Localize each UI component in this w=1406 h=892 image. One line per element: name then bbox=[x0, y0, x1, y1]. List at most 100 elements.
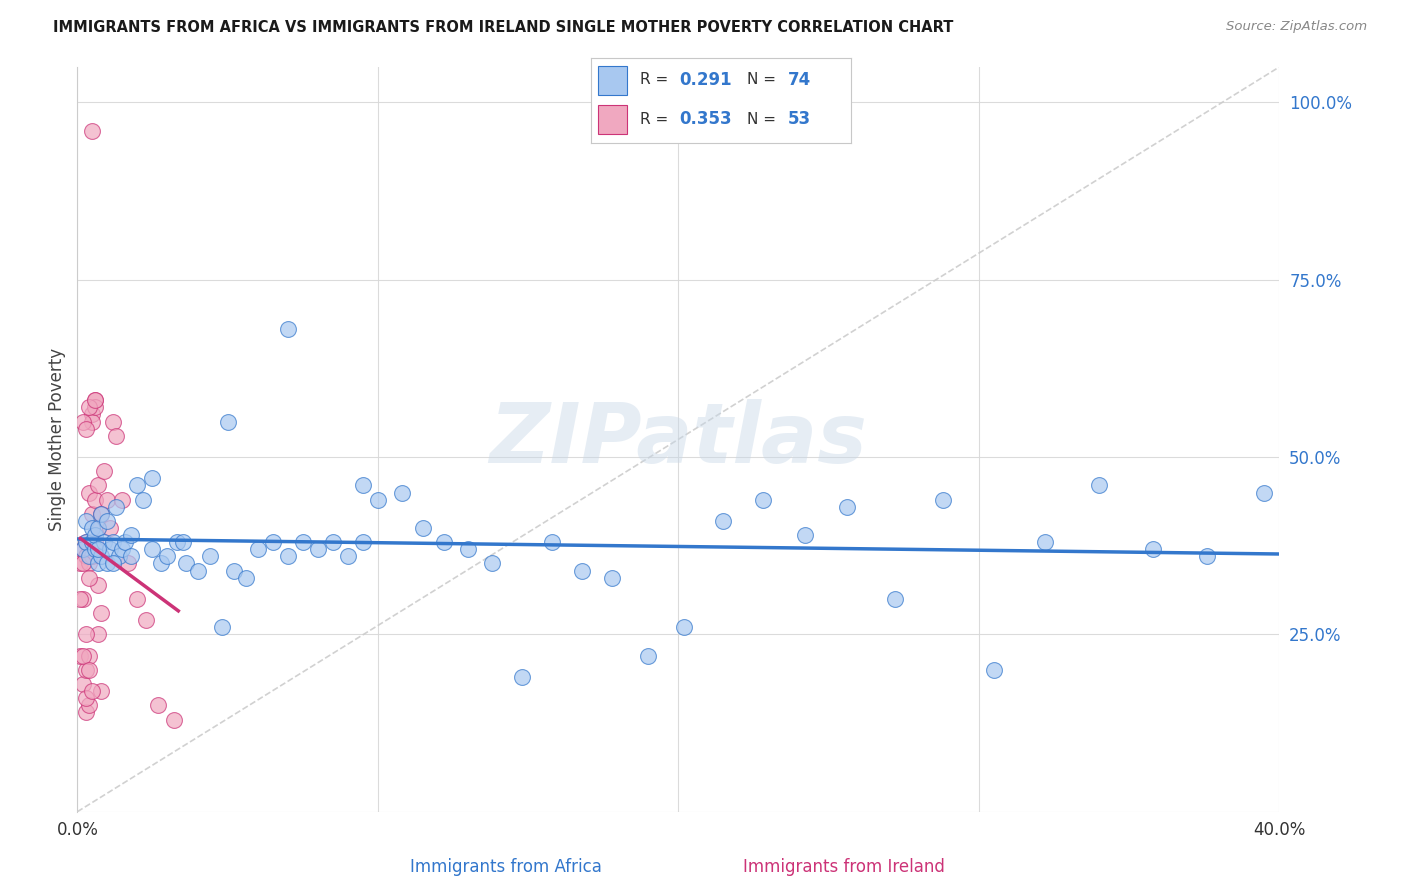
Point bbox=[367, 492, 389, 507]
Point bbox=[75, 706, 97, 720]
Point bbox=[72, 677, 94, 691]
Point bbox=[105, 500, 128, 514]
Point bbox=[571, 564, 593, 578]
Point bbox=[82, 535, 104, 549]
Point bbox=[835, 500, 858, 514]
Point bbox=[141, 471, 163, 485]
Text: N =: N = bbox=[747, 112, 780, 127]
Point bbox=[84, 393, 107, 408]
Text: ZIPatlas: ZIPatlas bbox=[489, 399, 868, 480]
Point bbox=[100, 542, 122, 557]
Point bbox=[983, 663, 1005, 677]
Point bbox=[166, 535, 188, 549]
Point bbox=[1142, 542, 1164, 557]
Point bbox=[72, 648, 94, 663]
Point bbox=[150, 557, 173, 571]
Point bbox=[84, 492, 107, 507]
Point bbox=[72, 415, 94, 429]
Point bbox=[103, 557, 125, 571]
Point bbox=[72, 591, 94, 606]
Point bbox=[307, 542, 329, 557]
Point bbox=[412, 521, 434, 535]
Point bbox=[127, 591, 149, 606]
Point bbox=[90, 507, 112, 521]
Point bbox=[75, 535, 97, 549]
Point bbox=[87, 627, 110, 641]
Point bbox=[84, 393, 107, 408]
Point bbox=[932, 492, 955, 507]
Point bbox=[84, 401, 107, 415]
Bar bbox=[599, 104, 627, 134]
Point bbox=[82, 684, 104, 698]
Point bbox=[87, 542, 110, 557]
Point bbox=[69, 591, 91, 606]
Text: Immigrants from Africa: Immigrants from Africa bbox=[411, 858, 602, 876]
Point bbox=[90, 549, 112, 564]
Point bbox=[108, 549, 131, 564]
Point bbox=[96, 492, 118, 507]
Point bbox=[120, 549, 142, 564]
Text: R =: R = bbox=[640, 112, 673, 127]
Point bbox=[883, 591, 905, 606]
Point bbox=[433, 535, 456, 549]
Point bbox=[75, 549, 97, 564]
Point bbox=[127, 478, 149, 492]
Point bbox=[391, 485, 413, 500]
Point bbox=[82, 124, 104, 138]
Point bbox=[69, 648, 91, 663]
Point bbox=[69, 557, 91, 571]
Point bbox=[336, 549, 359, 564]
Point bbox=[132, 492, 155, 507]
Point bbox=[75, 663, 97, 677]
Point bbox=[172, 535, 194, 549]
Point bbox=[262, 535, 284, 549]
Point bbox=[82, 535, 104, 549]
Point bbox=[600, 571, 623, 585]
Point bbox=[79, 698, 101, 713]
Point bbox=[217, 415, 239, 429]
Bar bbox=[599, 66, 627, 95]
Y-axis label: Single Mother Poverty: Single Mother Poverty bbox=[48, 348, 66, 531]
Point bbox=[82, 549, 104, 564]
Point bbox=[96, 514, 118, 528]
Point bbox=[235, 571, 257, 585]
Point bbox=[277, 549, 299, 564]
Point bbox=[1033, 535, 1056, 549]
Point bbox=[93, 535, 115, 549]
Point bbox=[87, 557, 110, 571]
Point bbox=[637, 648, 659, 663]
Text: 0.353: 0.353 bbox=[679, 111, 731, 128]
Point bbox=[1197, 549, 1219, 564]
Point bbox=[72, 557, 94, 571]
Point bbox=[481, 557, 503, 571]
Point bbox=[75, 514, 97, 528]
Point bbox=[93, 464, 115, 478]
Point bbox=[114, 535, 136, 549]
Point bbox=[87, 578, 110, 592]
Point bbox=[541, 535, 564, 549]
Point bbox=[75, 691, 97, 706]
Point bbox=[96, 557, 118, 571]
Point bbox=[87, 521, 110, 535]
Point bbox=[793, 528, 815, 542]
Point bbox=[510, 670, 533, 684]
Point bbox=[79, 571, 101, 585]
Point bbox=[246, 542, 269, 557]
Text: 53: 53 bbox=[789, 111, 811, 128]
Point bbox=[111, 542, 134, 557]
Point bbox=[82, 408, 104, 422]
Point bbox=[291, 535, 314, 549]
Point bbox=[87, 478, 110, 492]
Point bbox=[751, 492, 773, 507]
Point bbox=[79, 485, 101, 500]
Point bbox=[322, 535, 344, 549]
Point bbox=[79, 549, 101, 564]
Point bbox=[352, 535, 374, 549]
Point bbox=[1253, 485, 1275, 500]
Point bbox=[673, 620, 696, 634]
Point bbox=[82, 521, 104, 535]
Point bbox=[148, 698, 170, 713]
Point bbox=[90, 606, 112, 620]
Point bbox=[120, 528, 142, 542]
Point bbox=[75, 422, 97, 436]
